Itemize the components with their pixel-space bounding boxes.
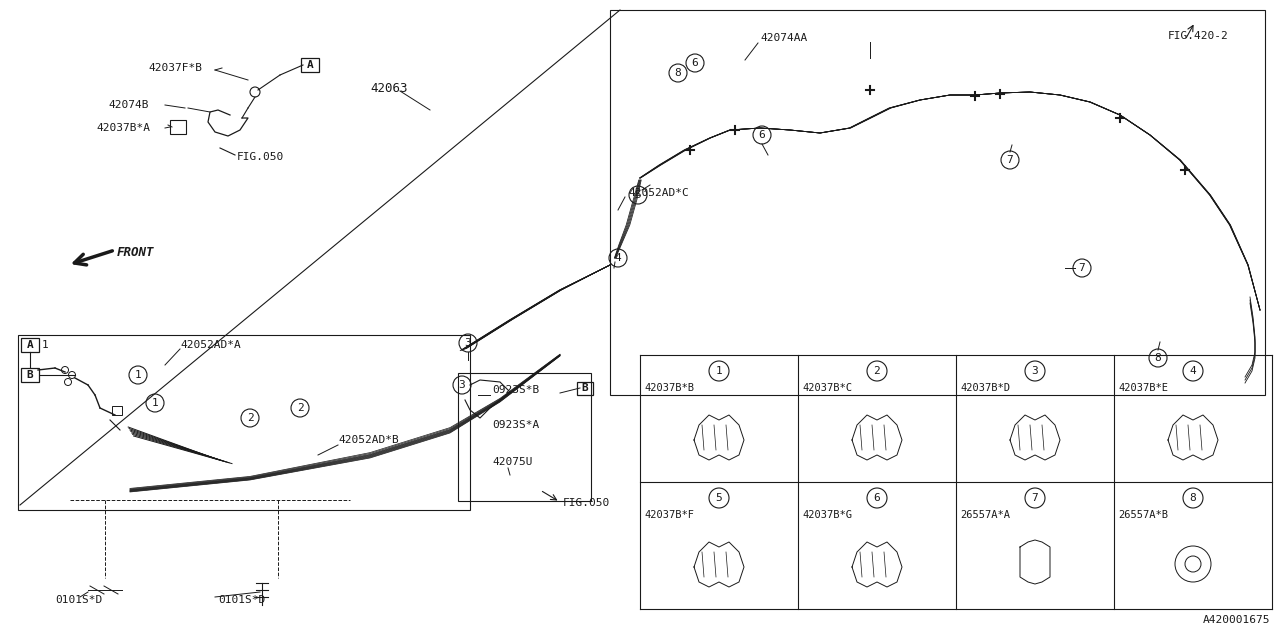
Text: 2: 2 [247,413,253,423]
Text: 5: 5 [635,190,641,200]
Text: 0923S*B: 0923S*B [492,385,539,395]
Text: 3: 3 [458,380,466,390]
Text: 6: 6 [691,58,699,68]
Text: 42037B*F: 42037B*F [644,510,694,520]
Text: 42074B: 42074B [108,100,148,110]
Text: 42063: 42063 [370,81,407,95]
Text: 42075U: 42075U [492,457,532,467]
Text: A420001675: A420001675 [1202,615,1270,625]
Text: 3: 3 [1032,366,1038,376]
Text: 2: 2 [874,366,881,376]
Bar [20,338,38,352]
Text: 4: 4 [1189,366,1197,376]
Text: FIG.050: FIG.050 [563,498,611,508]
Text: 42037B*B: 42037B*B [644,383,694,393]
Text: 1: 1 [134,370,141,380]
Text: 8: 8 [1155,353,1161,363]
Bar [113,406,122,415]
Text: 42074AA: 42074AA [760,33,808,43]
Bar [301,58,319,72]
Text: 0923S*A: 0923S*A [492,420,539,430]
Text: 42037B*G: 42037B*G [803,510,852,520]
Text: 42052AD*B: 42052AD*B [338,435,399,445]
Text: 26557A*A: 26557A*A [960,510,1010,520]
Bar [170,120,186,134]
Bar [458,373,591,501]
Text: B: B [581,383,589,393]
Text: 7: 7 [1079,263,1085,273]
Text: A: A [307,60,314,70]
Bar [577,381,593,394]
Text: FIG.050: FIG.050 [237,152,284,162]
Text: 5: 5 [716,493,722,503]
Text: 42037F*B: 42037F*B [148,63,202,73]
Text: 42037B*C: 42037B*C [803,383,852,393]
Text: FRONT: FRONT [116,246,155,259]
Text: 8: 8 [675,68,681,78]
Text: B: B [27,370,33,380]
Bar [18,335,470,510]
Text: 1: 1 [42,340,49,350]
Text: 2: 2 [297,403,303,413]
Text: 0101S*D: 0101S*D [218,595,265,605]
Text: 1: 1 [151,398,159,408]
Text: 7: 7 [1032,493,1038,503]
Text: 4: 4 [614,253,621,263]
Bar [611,10,1265,395]
Text: 42052AD*A: 42052AD*A [180,340,241,350]
Text: 1: 1 [716,366,722,376]
Text: 42037B*A: 42037B*A [96,123,150,133]
Text: 0101S*D: 0101S*D [55,595,102,605]
Text: 7: 7 [1006,155,1014,165]
Text: 3: 3 [465,338,471,348]
Bar [20,368,38,382]
Text: 6: 6 [874,493,881,503]
Text: 6: 6 [759,130,765,140]
Text: 8: 8 [1189,493,1197,503]
Text: 42052AD*C: 42052AD*C [628,188,689,198]
Text: FIG.420-2: FIG.420-2 [1169,31,1229,41]
Text: 26557A*B: 26557A*B [1117,510,1169,520]
Text: 42037B*D: 42037B*D [960,383,1010,393]
Text: 42037B*E: 42037B*E [1117,383,1169,393]
Text: A: A [27,340,33,350]
